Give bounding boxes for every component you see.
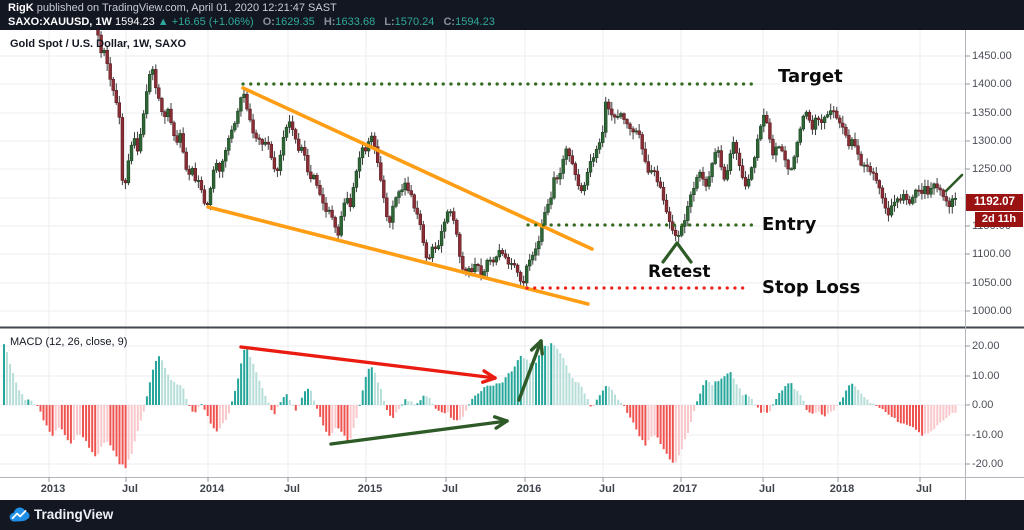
price-axis-label[interactable]: 1300.00	[972, 135, 1012, 147]
target-label[interactable]: Target	[778, 66, 843, 87]
low-value: 1570.24	[394, 16, 435, 28]
price-axis-label[interactable]: 1100.00	[972, 248, 1011, 260]
retest-label[interactable]: Retest	[648, 262, 711, 282]
plot-background	[0, 30, 1024, 500]
high-label: H:	[323, 16, 336, 28]
quote-row: SAXO:XAUUSD, 1W 1594.23 ▲ +16.65 (+1.06%…	[8, 16, 495, 29]
price-change: ▲ +16.65 (+1.06%)	[157, 16, 254, 28]
time-axis-label[interactable]: Jul	[122, 483, 138, 495]
macd-indicator-label[interactable]: MACD (12, 26, close, 9)	[10, 336, 128, 348]
macd-axis-label[interactable]: -20.00	[972, 458, 1004, 470]
macd-histogram	[3, 343, 957, 469]
price-axis-label[interactable]: 1250.00	[972, 163, 1012, 175]
macd-axis-label[interactable]: -10.00	[972, 429, 1004, 441]
time-axis-label[interactable]: 2014	[199, 483, 225, 495]
time-axis-label[interactable]: 2018	[829, 483, 855, 495]
channel-upper-trendline[interactable]	[241, 86, 594, 251]
price-axis-label[interactable]: 1450.00	[972, 50, 1012, 62]
footer-bar: TradingView	[0, 500, 1024, 530]
time-axis-label[interactable]: 2017	[672, 483, 698, 495]
tradingview-brand-text[interactable]: TradingView	[34, 507, 114, 522]
last-price-badge: 1192.07	[966, 194, 1023, 211]
open-value: 1629.35	[274, 16, 315, 28]
symbol-name[interactable]: SAXO:XAUUSD, 1W	[8, 16, 112, 28]
publish-info-text: published on TradingView.com, April 01, …	[33, 2, 337, 14]
breakout-arrow[interactable]	[944, 173, 964, 193]
tradingview-logo-icon[interactable]	[8, 506, 32, 524]
channel-lower-trendline[interactable]	[206, 205, 590, 306]
stop-loss-label[interactable]: Stop Loss	[762, 277, 861, 298]
pane-borders	[0, 30, 1024, 500]
price-axis-label[interactable]: 1050.00	[972, 277, 1012, 289]
macd-axis-label[interactable]: 0.00	[972, 399, 994, 411]
time-axis-label[interactable]: 2016	[516, 483, 542, 495]
entry-label[interactable]: Entry	[762, 214, 817, 235]
last-price: 1594.23	[114, 16, 155, 28]
time-axis-label[interactable]: Jul	[284, 483, 300, 495]
time-axis-label[interactable]: Jul	[759, 483, 775, 495]
macd-axis-label[interactable]: 10.00	[972, 370, 1000, 382]
open-label: O:	[262, 16, 275, 28]
author-name[interactable]: RigK	[8, 2, 34, 14]
price-axis-label[interactable]: 1400.00	[972, 78, 1012, 90]
time-axis-label[interactable]: Jul	[916, 483, 932, 495]
bar-countdown-badge: 2d 11h	[975, 212, 1023, 227]
close-label: C:	[443, 16, 456, 28]
high-value: 1633.68	[335, 16, 376, 28]
close-value: 1594.23	[455, 16, 495, 28]
time-axis-label[interactable]: 2013	[40, 483, 66, 495]
publish-info-row: RigK published on TradingView.com, April…	[8, 2, 337, 15]
macd-higher-lows-green-arrow[interactable]	[329, 415, 509, 446]
price-axis-label[interactable]: 1350.00	[972, 107, 1012, 119]
drawings[interactable]	[206, 82, 964, 446]
pane-title: Gold Spot / U.S. Dollar, 1W, SAXO	[10, 38, 187, 50]
retest-up-arrow[interactable]	[661, 241, 693, 264]
macd-divergence-red-arrow[interactable]	[239, 345, 497, 384]
time-axis-label[interactable]: Jul	[599, 483, 615, 495]
low-label: L:	[384, 16, 395, 28]
time-axis-label[interactable]: Jul	[442, 483, 458, 495]
macd-axis-label[interactable]: 20.00	[972, 340, 1000, 352]
time-axis-label[interactable]: 2015	[357, 483, 383, 495]
price-axis-label[interactable]: 1000.00	[972, 305, 1012, 317]
macd-breakout-green-arrow[interactable]	[517, 339, 544, 402]
header-bar: RigK published on TradingView.com, April…	[0, 0, 1024, 30]
